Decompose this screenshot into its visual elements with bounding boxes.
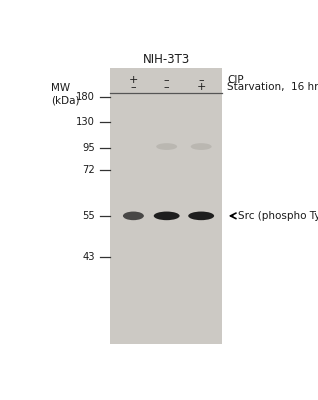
Text: 72: 72 <box>82 165 95 175</box>
Text: 55: 55 <box>82 211 95 221</box>
Text: 130: 130 <box>76 117 95 127</box>
Ellipse shape <box>188 212 214 220</box>
Text: –: – <box>198 75 204 85</box>
Text: +: + <box>197 82 206 92</box>
Text: –: – <box>164 82 169 92</box>
Ellipse shape <box>154 212 180 220</box>
Text: –: – <box>131 82 136 92</box>
Text: 95: 95 <box>82 143 95 153</box>
Ellipse shape <box>156 143 177 150</box>
Ellipse shape <box>191 143 212 150</box>
FancyBboxPatch shape <box>110 68 222 344</box>
Text: –: – <box>164 75 169 85</box>
Text: +: + <box>129 75 138 85</box>
Text: CIP: CIP <box>227 75 244 85</box>
Text: Starvation,  16 hr: Starvation, 16 hr <box>227 82 318 92</box>
Text: MW
(kDa): MW (kDa) <box>51 84 79 105</box>
Text: NIH-3T3: NIH-3T3 <box>142 52 190 66</box>
Text: Src (phospho Tyr527): Src (phospho Tyr527) <box>238 211 318 221</box>
Text: 43: 43 <box>83 252 95 262</box>
Ellipse shape <box>123 212 144 220</box>
Text: 180: 180 <box>76 92 95 102</box>
